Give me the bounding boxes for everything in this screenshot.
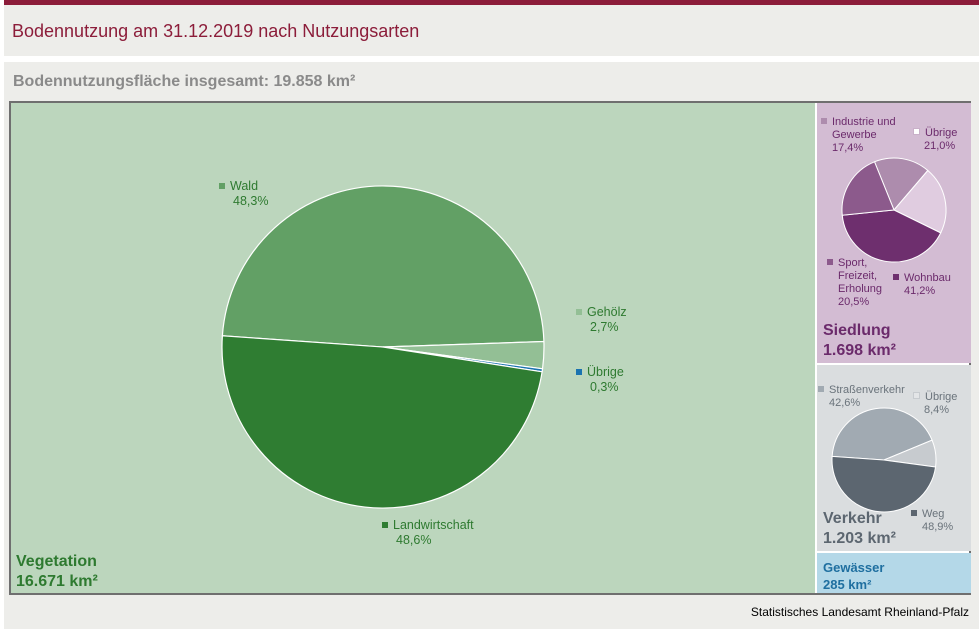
pie-slice-siedlung-0 bbox=[873, 157, 929, 211]
vegetation-title: Vegetation 16.671 km² bbox=[16, 553, 98, 590]
label-wald: Wald 48,3% bbox=[219, 179, 268, 209]
pie-slice-verkehr-0 bbox=[831, 407, 933, 461]
legend-swatch-wohnbau bbox=[893, 274, 899, 280]
top-accent-line bbox=[4, 0, 979, 5]
pie-slice-siedlung-1 bbox=[893, 169, 947, 234]
pie-slice-siedlung-2 bbox=[841, 209, 942, 263]
legend-swatch-gehoelz bbox=[576, 309, 582, 315]
legend-swatch-wald bbox=[219, 183, 225, 189]
label-weg: Weg 48,9% bbox=[911, 508, 953, 534]
gewaesser-panel bbox=[817, 553, 971, 593]
legend-swatch-sport bbox=[827, 259, 833, 265]
legend-swatch-industrie bbox=[821, 118, 827, 124]
siedlung-title: Siedlung 1.698 km² bbox=[823, 322, 896, 359]
pie-slice-siedlung-3 bbox=[841, 161, 895, 216]
label-uebrige-vegetation: Übrige 0,3% bbox=[576, 365, 624, 395]
label-industrie-gewerbe: Industrie und Gewerbe 17,4% bbox=[821, 116, 896, 155]
subtitle-bar: Bodennutzungsfläche insgesamt: 19.858 km… bbox=[4, 62, 979, 100]
legend-swatch-weg bbox=[911, 510, 917, 516]
pie-slice-vegetation-0 bbox=[221, 185, 545, 348]
label-landwirtschaft: Landwirtschaft 48,6% bbox=[382, 518, 474, 548]
legend-swatch-uebrige-vegetation bbox=[576, 369, 582, 375]
label-wohnbau: Wohnbau 41,2% bbox=[893, 272, 951, 298]
label-uebrige-verkehr: Übrige 8,4% bbox=[913, 391, 957, 417]
legend-swatch-landwirtschaft bbox=[382, 522, 388, 528]
label-strassenverkehr: Straßenverkehr 42,6% bbox=[818, 384, 905, 410]
pie-slice-vegetation-3 bbox=[221, 335, 543, 509]
label-gehoelz: Gehölz 2,7% bbox=[576, 305, 627, 335]
legend-swatch-strassenverkehr bbox=[818, 386, 824, 392]
label-uebrige-siedlung: Übrige 21,0% bbox=[913, 127, 957, 153]
legend-swatch-uebrige-verkehr bbox=[913, 392, 920, 399]
label-sport-freizeit: Sport, Freizeit, Erholung 20,5% bbox=[827, 257, 882, 309]
source-credit: Statistisches Landesamt Rheinland-Pfalz bbox=[750, 605, 969, 619]
chart-title: Bodennutzung am 31.12.2019 nach Nutzungs… bbox=[12, 21, 420, 41]
pie-slice-verkehr-2 bbox=[831, 455, 937, 513]
title-bar: Bodennutzung am 31.12.2019 nach Nutzungs… bbox=[4, 5, 979, 59]
chart-subtitle: Bodennutzungsfläche insgesamt: 19.858 km… bbox=[13, 73, 356, 90]
gewaesser-title: Gewässer 285 km² bbox=[823, 560, 885, 592]
legend-swatch-uebrige-siedlung bbox=[913, 128, 920, 135]
verkehr-title: Verkehr 1.203 km² bbox=[823, 510, 896, 547]
